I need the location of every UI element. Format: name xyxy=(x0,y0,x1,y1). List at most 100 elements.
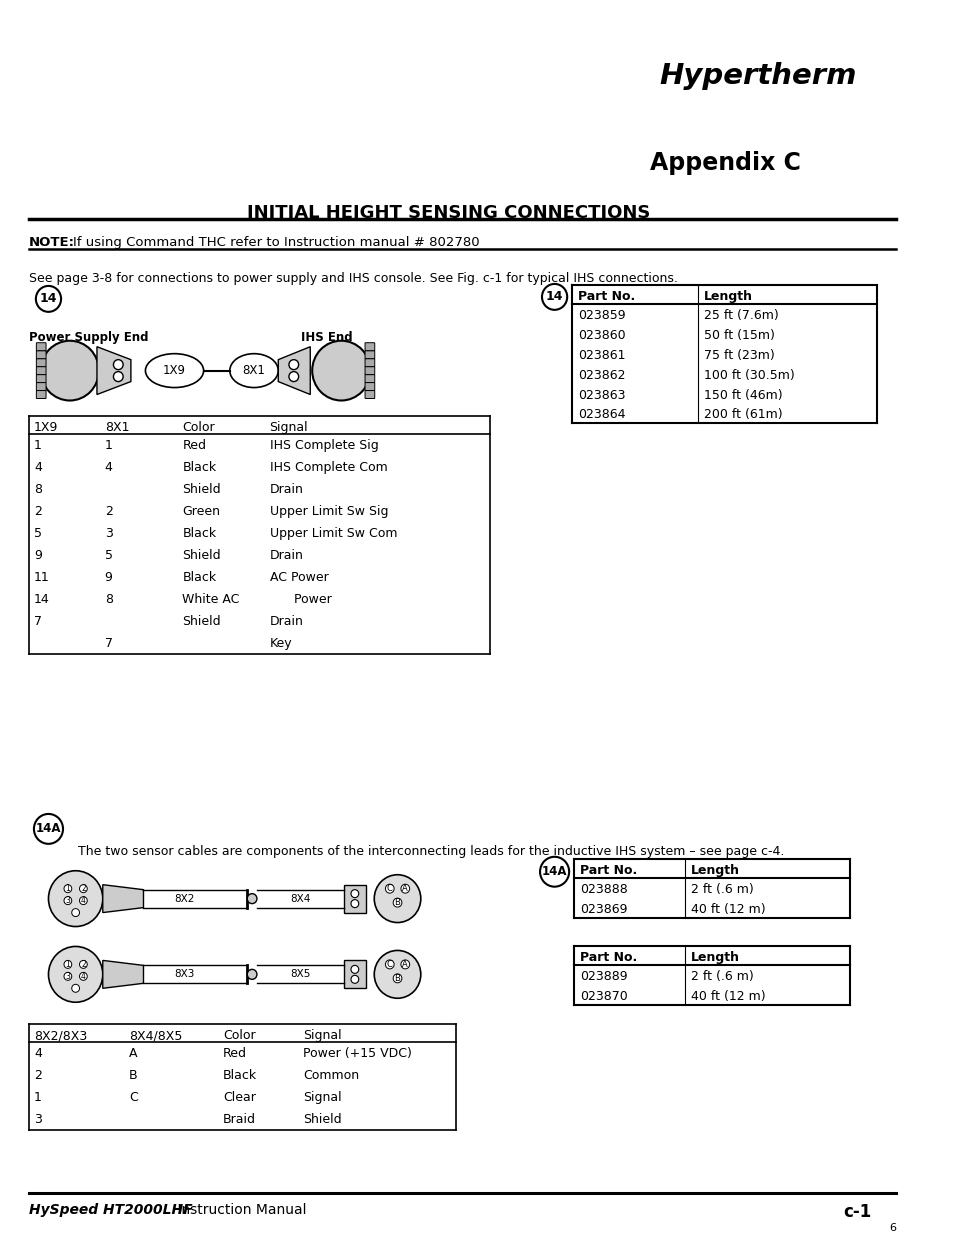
Text: 8X4/8X5: 8X4/8X5 xyxy=(129,1029,182,1042)
Text: A: A xyxy=(402,960,408,969)
Text: 5: 5 xyxy=(105,548,112,562)
Text: 023863: 023863 xyxy=(578,389,625,401)
Circle shape xyxy=(64,961,71,968)
FancyBboxPatch shape xyxy=(365,367,375,374)
Text: Shield: Shield xyxy=(182,483,221,496)
Circle shape xyxy=(41,341,99,400)
Circle shape xyxy=(400,884,409,893)
Text: Upper Limit Sw Com: Upper Limit Sw Com xyxy=(270,527,396,540)
Circle shape xyxy=(351,899,358,908)
Text: 2: 2 xyxy=(34,1070,42,1082)
Text: 14A: 14A xyxy=(541,866,567,878)
Text: 023864: 023864 xyxy=(578,409,625,421)
Text: IHS Complete Sig: IHS Complete Sig xyxy=(270,440,378,452)
Text: C: C xyxy=(129,1091,137,1104)
Text: 8X1: 8X1 xyxy=(242,364,265,377)
Ellipse shape xyxy=(230,353,278,388)
FancyBboxPatch shape xyxy=(344,961,365,988)
FancyBboxPatch shape xyxy=(36,374,46,383)
Text: 8X3: 8X3 xyxy=(173,969,194,979)
Circle shape xyxy=(312,341,370,400)
Text: Signal: Signal xyxy=(303,1091,342,1104)
Text: Part No.: Part No. xyxy=(579,863,637,877)
Text: INITIAL HEIGHT SENSING CONNECTIONS: INITIAL HEIGHT SENSING CONNECTIONS xyxy=(247,204,650,222)
Text: 1: 1 xyxy=(34,1091,42,1104)
Polygon shape xyxy=(103,961,143,988)
Circle shape xyxy=(289,372,298,382)
Text: 023860: 023860 xyxy=(578,329,625,342)
Text: Length: Length xyxy=(691,863,740,877)
Circle shape xyxy=(71,984,79,992)
Text: Length: Length xyxy=(691,951,740,965)
Text: Power: Power xyxy=(270,593,331,606)
Circle shape xyxy=(64,972,71,981)
Ellipse shape xyxy=(145,353,203,388)
Circle shape xyxy=(374,951,420,998)
Text: 1: 1 xyxy=(66,960,71,969)
Circle shape xyxy=(393,898,401,906)
Text: 4: 4 xyxy=(81,897,86,905)
Circle shape xyxy=(64,884,71,893)
Text: Power Supply End: Power Supply End xyxy=(29,331,149,343)
FancyBboxPatch shape xyxy=(365,343,375,351)
Text: 2 ft (.6 m): 2 ft (.6 m) xyxy=(691,971,753,983)
Text: 8: 8 xyxy=(34,483,42,496)
Text: 7: 7 xyxy=(105,636,112,650)
Text: 75 ft (23m): 75 ft (23m) xyxy=(703,348,774,362)
Text: 023869: 023869 xyxy=(579,903,627,915)
Text: 2: 2 xyxy=(81,884,86,893)
FancyBboxPatch shape xyxy=(36,351,46,358)
Text: Upper Limit Sw Sig: Upper Limit Sw Sig xyxy=(270,505,388,519)
Text: 8X1: 8X1 xyxy=(105,421,129,435)
Text: Part No.: Part No. xyxy=(579,951,637,965)
Ellipse shape xyxy=(247,894,256,904)
Ellipse shape xyxy=(247,969,256,979)
Text: 11: 11 xyxy=(34,571,50,584)
FancyBboxPatch shape xyxy=(365,383,375,390)
Text: Common: Common xyxy=(303,1070,359,1082)
Text: Shield: Shield xyxy=(303,1113,342,1126)
Polygon shape xyxy=(97,347,131,394)
Text: 2: 2 xyxy=(81,960,86,969)
Polygon shape xyxy=(278,347,310,394)
Text: 4: 4 xyxy=(81,972,86,981)
Text: 6: 6 xyxy=(888,1224,895,1234)
Text: Color: Color xyxy=(223,1029,255,1042)
Circle shape xyxy=(113,372,123,382)
Text: If using Command THC refer to Instruction manual # 802780: If using Command THC refer to Instructio… xyxy=(72,236,478,249)
Text: Red: Red xyxy=(182,440,206,452)
Text: 8X5: 8X5 xyxy=(290,969,311,979)
Polygon shape xyxy=(103,884,143,913)
Text: Part No.: Part No. xyxy=(578,290,635,303)
Text: 023870: 023870 xyxy=(579,990,627,1003)
Text: NOTE:: NOTE: xyxy=(29,236,75,249)
Text: 14: 14 xyxy=(34,593,50,606)
Text: 4: 4 xyxy=(105,461,112,474)
Text: A: A xyxy=(402,884,408,893)
Text: AC Power: AC Power xyxy=(270,571,328,584)
Text: c-1: c-1 xyxy=(842,1203,871,1221)
Text: 2 ft (.6 m): 2 ft (.6 m) xyxy=(691,883,753,895)
FancyBboxPatch shape xyxy=(365,351,375,358)
Circle shape xyxy=(351,889,358,898)
Text: 8X2: 8X2 xyxy=(173,894,194,904)
Circle shape xyxy=(385,884,394,893)
Text: HySpeed HT2000LHF: HySpeed HT2000LHF xyxy=(29,1203,193,1218)
Circle shape xyxy=(49,871,103,926)
Text: Signal: Signal xyxy=(303,1029,342,1042)
Text: 50 ft (15m): 50 ft (15m) xyxy=(703,329,774,342)
Text: 9: 9 xyxy=(105,571,112,584)
FancyBboxPatch shape xyxy=(365,390,375,399)
Text: A: A xyxy=(129,1047,137,1060)
Circle shape xyxy=(289,359,298,369)
Text: See page 3-8 for connections to power supply and IHS console. See Fig. c-1 for t: See page 3-8 for connections to power su… xyxy=(29,272,678,285)
Text: 200 ft (61m): 200 ft (61m) xyxy=(703,409,781,421)
FancyBboxPatch shape xyxy=(344,884,365,913)
Text: Hypertherm: Hypertherm xyxy=(659,62,856,90)
Text: IHS End: IHS End xyxy=(300,331,352,343)
Text: Signal: Signal xyxy=(270,421,308,435)
Text: 5: 5 xyxy=(34,527,42,540)
Text: Drain: Drain xyxy=(270,615,303,627)
Text: 023861: 023861 xyxy=(578,348,625,362)
Text: Color: Color xyxy=(182,421,214,435)
